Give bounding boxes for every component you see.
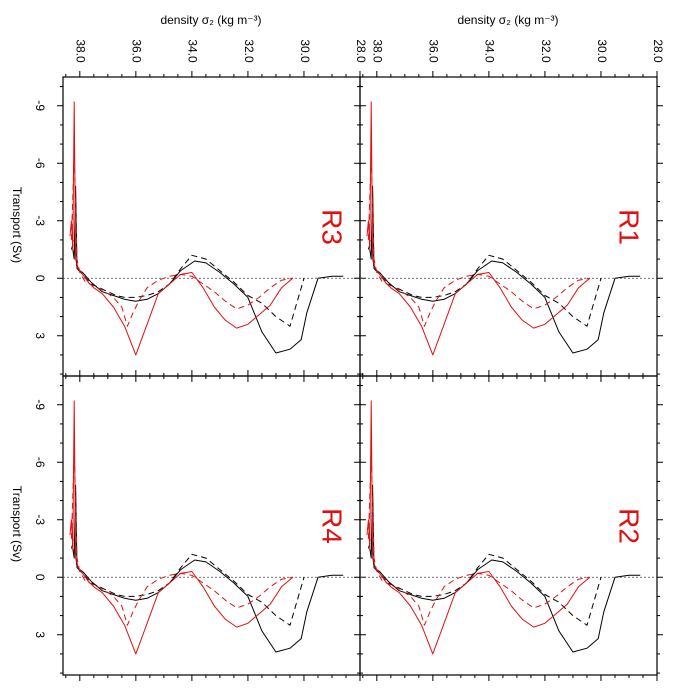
panel-label: R4	[317, 508, 348, 544]
series-black-dashed	[70, 538, 305, 626]
series-black-solid	[369, 484, 641, 653]
series-red-solid	[69, 101, 294, 356]
x-tick-label: 36.0	[130, 39, 144, 63]
x-tick-label: 28.0	[651, 39, 665, 63]
y-tick-label: 0	[33, 275, 47, 282]
left-axis-title-bottom: Transport (Sv)	[10, 486, 24, 562]
x-tick-label: 36.0	[427, 39, 441, 63]
series-black-dashed	[367, 538, 602, 626]
series-red-dashed	[367, 153, 590, 327]
series-black-solid	[72, 185, 344, 354]
panel-label: R2	[614, 508, 645, 544]
series-red-dashed	[70, 452, 293, 626]
x-tick-label: 34.0	[483, 39, 497, 63]
y-tick-label: -9	[33, 100, 47, 111]
x-tick-label: 30.0	[298, 39, 312, 63]
y-tick-label: -3	[33, 215, 47, 226]
panel-label: R3	[317, 209, 348, 245]
y-tick-label: -6	[33, 457, 47, 468]
top-axis-title-right: density σ₂ (kg m⁻³)	[457, 13, 558, 27]
panel-r3: -9 -6 -3 0 3 38.0 36.0 34.0 32.0 30.0 28.0 R3	[33, 39, 368, 382]
y-tick-label: -3	[33, 514, 47, 525]
series-red-dashed	[367, 452, 590, 626]
panel-r1: 38.0 36.0 34.0 32.0 30.0 28.0 R1	[354, 39, 665, 382]
x-tick-label: 38.0	[74, 39, 88, 63]
panel-label: R1	[614, 209, 645, 245]
x-tick-label: 28.0	[354, 39, 368, 63]
series-black-dashed	[367, 239, 602, 327]
panel-frame	[359, 375, 658, 676]
panel-r2: R2	[354, 370, 663, 681]
y-tick-label: -9	[33, 399, 47, 410]
panel-r4: -9 -6 -3 0 3 R4	[33, 370, 366, 681]
y-tick-label: 3	[33, 631, 47, 638]
x-tick-label: 30.0	[595, 39, 609, 63]
y-tick-label: -6	[33, 158, 47, 169]
y-tick-label: 3	[33, 332, 47, 339]
series-black-solid	[72, 484, 344, 653]
x-tick-label: 38.0	[371, 39, 385, 63]
x-tick-label: 34.0	[186, 39, 200, 63]
panel-frame	[62, 375, 361, 676]
panel-frame	[62, 76, 361, 377]
top-axis-title-left: density σ₂ (kg m⁻³)	[160, 13, 261, 27]
series-red-dashed	[70, 153, 293, 327]
x-tick-label: 32.0	[539, 39, 553, 63]
chart-panels: -9 -6 -3 0 3 38.0 36.0 34.0 32.0 30.0 28.0 R3 38.0 36…	[33, 39, 665, 681]
series-red-solid	[366, 400, 591, 655]
series-black-solid	[369, 185, 641, 354]
panel-frame	[359, 76, 658, 377]
left-axis-title-top: Transport (Sv)	[10, 187, 24, 263]
series-red-solid	[69, 400, 294, 655]
y-tick-label: 0	[33, 574, 47, 581]
x-tick-label: 32.0	[242, 39, 256, 63]
series-red-solid	[366, 101, 591, 356]
series-black-dashed	[70, 239, 305, 327]
